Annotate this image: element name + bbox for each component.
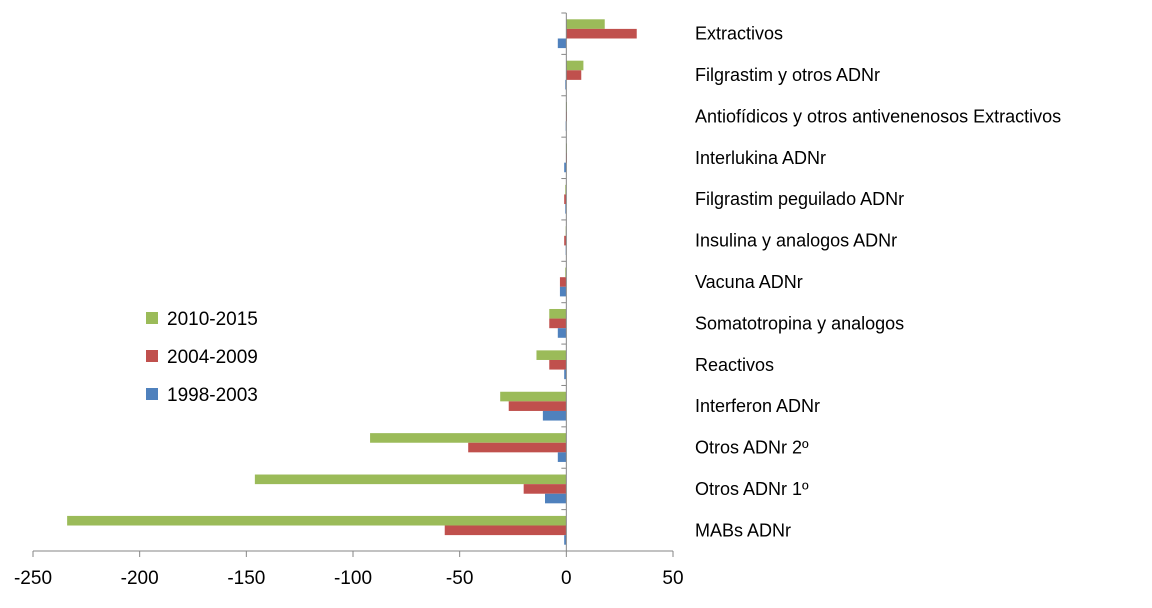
category-label: Interlukina ADNr <box>695 148 826 168</box>
bar-2010-2015-7 <box>549 308 567 319</box>
x-ticks-group: -250 -200 -150 -100 -50 0 50 <box>14 551 684 589</box>
category-label: Filgrastim peguilado ADNr <box>695 189 904 209</box>
x-tick-label: -250 <box>14 568 52 589</box>
bar-1998-2003-11 <box>545 493 567 504</box>
bar-2004-2009-6 <box>559 277 567 287</box>
bar-1998-2003-10 <box>557 452 567 462</box>
x-tick-label: -200 <box>121 568 159 589</box>
bars-group <box>67 19 637 545</box>
legend-label: 2010-2015 <box>167 309 258 330</box>
legend-swatch <box>146 388 158 400</box>
bar-1998-2003-9 <box>542 410 567 421</box>
x-tick-label: 0 <box>561 568 572 589</box>
legend-label: 2004-2009 <box>167 347 258 368</box>
legend: 2010-2015 2004-2009 1998-2003 <box>146 309 258 406</box>
bar-1998-2003-6 <box>559 286 567 297</box>
category-label: MABs ADNr <box>695 520 791 540</box>
category-label: Somatotropina y analogos <box>695 313 904 333</box>
bar-2010-2015-1 <box>566 60 584 71</box>
bar-2010-2015-6 <box>565 267 567 278</box>
legend-swatch <box>146 312 158 324</box>
bar-2010-2015-9 <box>500 391 567 402</box>
category-label: Extractivos <box>695 24 783 44</box>
bar-2004-2009-5 <box>564 235 567 246</box>
category-labels-group: Extractivos Filgrastim y otros ADNr Antiof… <box>695 24 1061 541</box>
category-label: Vacuna ADNr <box>695 272 803 292</box>
bar-1998-2003-1 <box>565 79 567 90</box>
bar-2004-2009-10 <box>468 442 567 453</box>
category-label: Antiofídicos y otros antivenenosos Extra… <box>695 106 1061 126</box>
bar-1998-2003-3 <box>564 162 567 173</box>
bar-2010-2015-8 <box>536 350 567 360</box>
x-tick-label: -150 <box>227 568 265 589</box>
bar-2010-2015-12 <box>67 515 567 526</box>
x-tick-label: 50 <box>662 568 683 589</box>
bar-2010-2015-10 <box>370 433 567 443</box>
bar-2004-2009-12 <box>444 525 567 536</box>
bar-1998-2003-8 <box>564 369 567 380</box>
legend-swatch <box>146 350 158 362</box>
x-tick-label: -50 <box>446 568 473 589</box>
y-ticks-group <box>561 12 567 552</box>
bar-1998-2003-0 <box>557 38 567 49</box>
category-label: Insulina y analogos ADNr <box>695 231 897 251</box>
category-label: Interferon ADNr <box>695 396 820 416</box>
bar-2010-2015-4 <box>565 184 567 195</box>
legend-label: 1998-2003 <box>167 385 258 406</box>
bar-1998-2003-12 <box>564 535 567 545</box>
bar-2004-2009-0 <box>566 28 637 39</box>
bar-2004-2009-4 <box>564 194 567 205</box>
bar-1998-2003-4 <box>565 204 567 214</box>
bar-2004-2009-8 <box>549 359 567 370</box>
bar-2010-2015-0 <box>566 19 605 29</box>
bar-2004-2009-1 <box>566 70 582 80</box>
bar-2004-2009-9 <box>508 401 567 411</box>
bar-2010-2015-11 <box>254 474 567 485</box>
category-label: Otros ADNr 2º <box>695 438 809 458</box>
category-label: Filgrastim y otros ADNr <box>695 65 880 85</box>
category-label: Reactivos <box>695 355 774 375</box>
x-tick-label: -100 <box>334 568 372 589</box>
bar-1998-2003-7 <box>557 328 567 338</box>
bar-2004-2009-11 <box>523 484 567 494</box>
category-label: Otros ADNr 1º <box>695 479 809 499</box>
bar-2004-2009-7 <box>549 318 567 329</box>
